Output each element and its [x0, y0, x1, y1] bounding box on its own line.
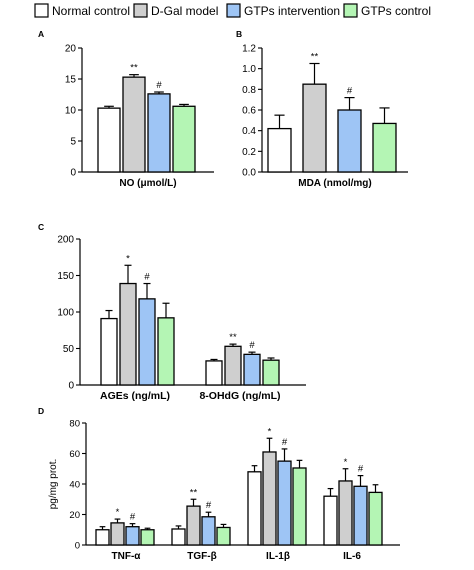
- panel-a-y-tick-label: 10: [65, 106, 77, 117]
- panel-b-y-tick-label: 0.0: [242, 168, 256, 179]
- panel-c-significance-gtps-intervention: #: [144, 272, 150, 283]
- panel-c-bar-normal-control: [100, 317, 118, 386]
- panel-b-significance-d-gal-model: **: [311, 52, 319, 63]
- panel-a-significance-gtps-intervention: #: [156, 80, 162, 91]
- panel-d-y-label: pg/mg prot.: [48, 459, 59, 510]
- panel-a-y-tick-label: 0: [70, 168, 76, 179]
- panel-d-y-tick-label: 60: [69, 449, 80, 460]
- panel-d-bar-d-gal-model: [110, 522, 125, 546]
- panel-c-bar-d-gal-model: [224, 345, 242, 386]
- panel-a-y-tick-label: 15: [65, 75, 77, 86]
- panel-d-bar-normal-control: [247, 471, 262, 546]
- panel-a-bar-gtps-intervention: [147, 93, 171, 173]
- panel-a-y-tick-label: 5: [70, 137, 76, 148]
- panel-d-bar-gtps-control: [368, 491, 383, 546]
- panel-b-significance-gtps-intervention: #: [347, 86, 353, 97]
- legend-swatch-gtps-intervention: [226, 3, 241, 18]
- panel-d-letter: D: [38, 406, 44, 416]
- legend-label-gtps-control: GTPs control: [361, 4, 431, 18]
- panel-a-x-label: NO (μmol/L): [119, 178, 176, 189]
- panel-a-bar-d-gal-model: [122, 76, 146, 173]
- panel-a-bar-gtps-control: [172, 105, 196, 173]
- panel-b-y-tick-label: 0.2: [242, 147, 256, 158]
- panel-d-significance-gtps-intervention: #: [206, 500, 212, 511]
- legend-label-normal-control: Normal control: [52, 4, 130, 18]
- panel-c-bar-gtps-intervention: [138, 298, 156, 386]
- panel-d-bar-gtps-intervention: [277, 460, 292, 546]
- panel-d-bar-gtps-control: [216, 526, 231, 546]
- panel-c-category-label: 8-OHdG (ng/mL): [199, 390, 280, 402]
- panel-d-bar-gtps-control: [140, 529, 155, 546]
- panel-a-bar-normal-control: [97, 107, 121, 173]
- panel-d-category-label: IL-6: [343, 551, 361, 562]
- panel-d-y-tick-label: 20: [69, 510, 80, 521]
- legend-label-gtps-intervention: GTPs intervention: [244, 4, 340, 18]
- panel-d-bar-normal-control: [323, 495, 338, 546]
- panel-b-y-tick-label: 0.6: [242, 106, 256, 117]
- panel-c-bar-gtps-control: [157, 317, 175, 386]
- panel-d-category-label: IL-1β: [266, 551, 290, 562]
- panel-d-significance-d-gal-model: **: [190, 487, 198, 498]
- panel-c-significance-gtps-intervention: #: [249, 340, 255, 351]
- legend-label-d-gal-model: D-Gal model: [151, 4, 218, 18]
- panel-a: A 0 5 10 15 20 ** # NO (μmol/L): [38, 29, 214, 189]
- panel-c-bar-d-gal-model: [119, 282, 137, 386]
- panel-b-y-tick-label: 0.8: [242, 85, 256, 96]
- panel-d-bar-d-gal-model: [262, 451, 277, 546]
- panel-a-y-tick-label: 20: [65, 44, 77, 55]
- panel-c: C 0 50 100 150 200 * # AGEs (ng/mL) ** #8-OHdG (ng…: [38, 222, 306, 402]
- panel-d-significance-gtps-intervention: #: [130, 512, 136, 523]
- panel-d-bar-gtps-intervention: [125, 526, 140, 546]
- panel-d: D 0 20 40 60 80 pg/mg prot. * # TNF-α ** # TGF-β * # IL…: [38, 406, 400, 562]
- panel-c-y-tick-label: 150: [57, 271, 74, 282]
- panel-d-y-tick-label: 0: [75, 541, 80, 552]
- panel-d-bar-normal-control: [171, 528, 186, 546]
- panel-b-bar-normal-control: [267, 127, 292, 173]
- panel-c-bar-gtps-control: [262, 359, 280, 386]
- panel-b-letter: B: [236, 29, 242, 39]
- legend-swatch-normal-control: [34, 3, 49, 18]
- panel-d-category-label: TNF-α: [112, 551, 142, 562]
- panel-b-bar-d-gal-model: [302, 83, 327, 173]
- legend-swatch-d-gal-model: [133, 3, 148, 18]
- panel-c-letter: C: [38, 222, 44, 232]
- panel-c-bar-normal-control: [205, 360, 223, 386]
- legend-swatch-gtps-control: [343, 3, 358, 18]
- panel-d-significance-gtps-intervention: #: [358, 464, 364, 475]
- panel-c-bar-gtps-intervention: [243, 353, 261, 386]
- panel-d-bar-gtps-intervention: [353, 485, 368, 546]
- panel-b-y-tick-label: 1.0: [242, 64, 256, 75]
- panel-c-y-tick-label: 100: [57, 308, 74, 319]
- panel-c-significance-d-gal-model: **: [229, 332, 237, 343]
- panel-b-y-tick-label: 0.4: [242, 126, 256, 137]
- panel-d-y-tick-label: 80: [69, 419, 80, 430]
- panel-a-letter: A: [38, 29, 44, 39]
- panel-b-y-tick-label: 1.2: [242, 44, 256, 55]
- panel-c-category-label: AGEs (ng/mL): [100, 390, 170, 402]
- panel-d-category-label: TGF-β: [187, 551, 216, 562]
- panel-d-bar-gtps-control: [292, 467, 307, 546]
- panel-d-y-tick-label: 40: [69, 480, 80, 491]
- panel-b-x-label: MDA (nmol/mg): [298, 178, 372, 189]
- panel-d-significance-d-gal-model: *: [268, 426, 272, 437]
- panel-d-bar-gtps-intervention: [201, 516, 216, 546]
- panel-b-bar-gtps-intervention: [337, 109, 362, 173]
- panel-c-y-tick-label: 0: [68, 381, 74, 392]
- panel-c-y-tick-label: 200: [57, 235, 74, 246]
- panel-d-bar-d-gal-model: [186, 505, 201, 546]
- panel-b-bar-gtps-control: [372, 122, 397, 173]
- panel-c-significance-d-gal-model: *: [126, 253, 130, 264]
- panel-c-y-tick-label: 50: [63, 344, 75, 355]
- panel-d-significance-d-gal-model: *: [116, 507, 120, 518]
- legend: Normal control D-Gal model GTPs interventi…: [34, 3, 431, 18]
- panel-b: B 0.0 0.2 0.4 0.6 0.8 1.0 1.2 ** # MDA (nmol/mg): [236, 29, 408, 189]
- panel-d-significance-gtps-intervention: #: [282, 437, 288, 448]
- panel-a-significance-d-gal-model: **: [130, 63, 138, 74]
- panel-d-bar-d-gal-model: [338, 480, 353, 546]
- panel-d-significance-d-gal-model: *: [344, 457, 348, 468]
- panel-d-bar-normal-control: [95, 529, 110, 546]
